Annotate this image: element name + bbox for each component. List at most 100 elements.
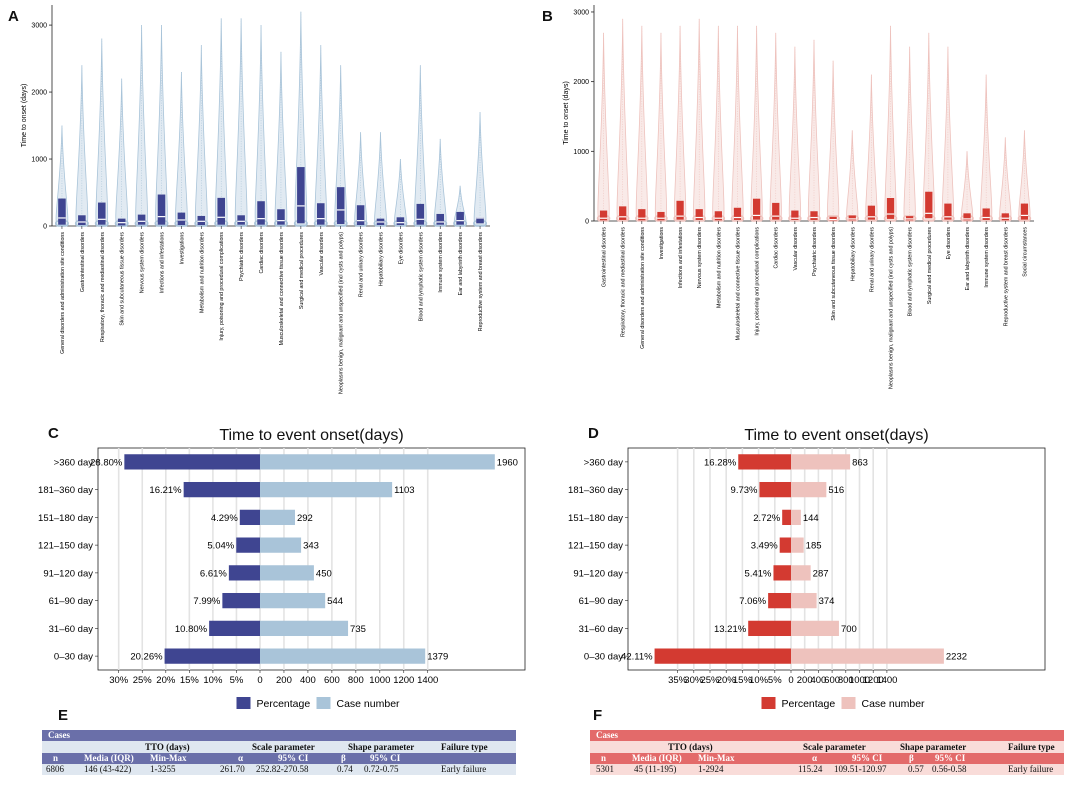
panel-a-x-tick-label: Psychiatric disorders	[239, 232, 245, 281]
panel-d-case-label: 374	[819, 596, 835, 607]
panel-c-x-tick-label: 1200	[393, 675, 414, 686]
panel-a-x-tick-label: Investigations	[179, 232, 185, 265]
panel-d-x-tick-label: 25%	[700, 675, 720, 686]
panel-d-legend-swatch-cases	[841, 697, 856, 709]
panel-b-x-tick-label: Vascular disorders	[793, 227, 799, 271]
weibull-table-e: Cases TTO (days) Scale parameter Shape p…	[42, 730, 516, 775]
panel-a-violin	[75, 65, 89, 226]
panel-d-percentage-bar	[759, 481, 791, 498]
panel-b-x-tick-label: Injury, poisoning and procedural complic…	[755, 227, 761, 336]
table-e-median: 146 (43-422)	[84, 764, 132, 774]
panel-b-x-tick-label: Surgical and medical procedures	[927, 227, 933, 304]
table-e-h-ci: 95% CI	[278, 753, 309, 763]
table-f-alpha-ci: 109.51-120.97	[834, 764, 887, 774]
panel-a-y-tick-label: 1000	[31, 157, 47, 164]
panel-a-box	[78, 215, 86, 225]
panel-c-percentage-label: 16.21%	[149, 485, 182, 496]
panel-d-percentage-bar	[768, 592, 791, 609]
table-e-h-beta: β	[341, 753, 346, 763]
panel-c-x-tick-label: 600	[324, 675, 340, 686]
panel-c-x-tick-label: 0	[257, 675, 262, 686]
panel-d-x-tick-label: 600	[824, 675, 840, 686]
panel-d-percentage-label: 9.73%	[731, 485, 758, 496]
panel-d-category-label: 181–360 day	[568, 485, 623, 496]
table-f-minmax: 1-2924	[698, 764, 724, 774]
table-e-n: 6806	[46, 764, 64, 774]
panel-a-x-tick-label: Immune system disorders	[438, 232, 444, 293]
panel-b-violin	[922, 32, 935, 221]
panel-c-case-label: 544	[327, 596, 343, 607]
panel-b-box	[906, 216, 914, 221]
table-f-scale: Scale parameter	[803, 742, 866, 752]
panel-c-category-label: 61–90 day	[49, 596, 94, 607]
panel-b-box	[982, 208, 990, 220]
table-f-tto: TTO (days)	[668, 742, 713, 752]
panel-c-case-bar	[260, 648, 426, 664]
panel-b-violin	[788, 46, 801, 221]
panel-b-box	[752, 198, 761, 220]
table-f-h-ci: 95% CI	[852, 753, 883, 763]
panel-a-violin	[155, 25, 168, 226]
panel-label-b: B	[542, 8, 553, 25]
panel-d-case-label: 516	[828, 485, 844, 496]
panel-d-case-label: 700	[841, 624, 857, 635]
table-e-h-minmax: Min-Max	[150, 753, 187, 763]
panel-a-violin	[314, 45, 328, 226]
panel-d-x-tick-label: 1200	[863, 675, 884, 686]
panel-b-violin	[941, 46, 954, 221]
panel-c-percentage-label: 5.04%	[207, 541, 234, 552]
panel-b-box	[925, 191, 933, 219]
table-e-data-row: 6806 146 (43-422) 1-3255 261.70 252.82-2…	[42, 764, 516, 775]
panel-c-percentage-label: 20.26%	[130, 652, 163, 663]
panel-b-y-axis-label: Time to onset (days)	[563, 81, 570, 145]
panel-a-box	[157, 194, 166, 225]
panel-a-x-tick-label: General disorders and administration sit…	[60, 232, 66, 354]
panel-a-violin	[354, 132, 367, 226]
panel-b-y-tick-label: 2000	[573, 79, 589, 86]
table-e-shape: Shape parameter	[348, 742, 415, 752]
panel-b-x-tick-label: General disorders and administration sit…	[640, 227, 646, 349]
panel-d-x-tick-label: 35%	[668, 675, 688, 686]
panel-b-violin	[674, 25, 687, 221]
panel-b-box	[772, 202, 780, 220]
panel-b-box	[1001, 213, 1009, 221]
panel-b-x-tick-label: Musculoskeletal and connective tissue di…	[735, 227, 741, 341]
table-f-group-row: TTO (days) Scale parameter Shape paramet…	[590, 741, 1064, 753]
panel-c-percentage-label: 10.80%	[175, 624, 208, 635]
panel-b-box	[638, 209, 646, 221]
table-f-type: Early failure	[1008, 764, 1054, 774]
panel-d-legend-swatch-percentage	[761, 697, 776, 709]
panel-c-case-label: 343	[303, 541, 319, 552]
panel-label-d: D	[588, 425, 599, 442]
panel-b-violin	[712, 25, 725, 221]
panel-a-box	[257, 201, 265, 225]
panel-a-box	[476, 217, 484, 224]
panel-b-x-tick-label: Eye disorders	[946, 227, 952, 260]
panel-d-percentage-label: 16.28%	[704, 457, 737, 468]
panel-d-percentage-bar	[748, 620, 791, 637]
panel-a-violin	[334, 65, 347, 226]
panel-b-box	[695, 209, 703, 220]
panel-label-f: F	[593, 707, 603, 724]
panel-b-x-tick-label: Psychiatric disorders	[812, 227, 818, 276]
panel-c-x-tick-label: 20%	[156, 675, 176, 686]
table-f-n: 5301	[596, 764, 614, 774]
panel-c-case-bar	[260, 454, 495, 470]
panel-d-category-label: 61–90 day	[579, 596, 624, 607]
table-f-shape: Shape parameter	[900, 742, 967, 752]
panel-b-box	[657, 211, 665, 221]
panel-a-x-tick-label: Renal and urinary disorders	[359, 232, 365, 297]
panel-d-x-tick-label: 30%	[684, 675, 704, 686]
panel-a-y-tick-label: 0	[43, 224, 47, 231]
panel-d-x-tick-label: 0	[788, 675, 793, 686]
panel-a-box	[217, 197, 226, 225]
table-f-header-row: n Media (IQR) Min-Max α 95% CI β 95% CI	[590, 753, 1064, 764]
panel-b-x-tick-label: Immune system disorders	[984, 227, 990, 288]
panel-b-violin	[635, 25, 648, 221]
panel-d-percentage-bar	[779, 537, 791, 553]
table-e-scale: Scale parameter	[252, 742, 315, 752]
panel-b-x-tick-label: Infections and infestations	[678, 227, 684, 289]
panel-d-percentage-bar	[773, 565, 791, 581]
panel-d-category-label: 0–30 day	[584, 652, 623, 663]
panel-d-category-label: 121–150 day	[568, 541, 623, 552]
